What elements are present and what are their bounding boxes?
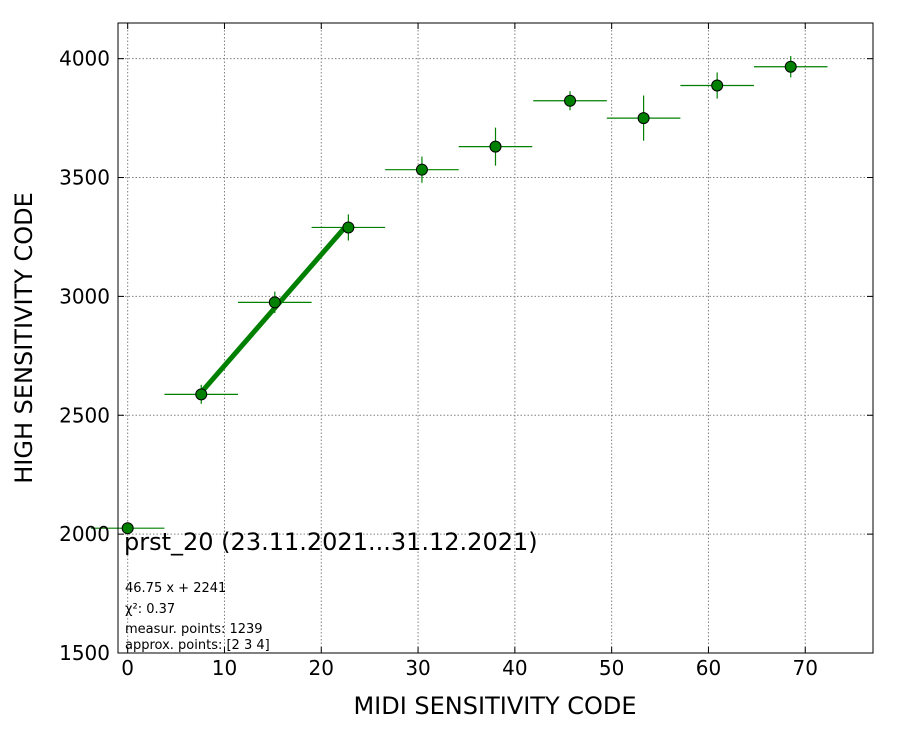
approx-points: approx. points: [2 3 4]	[125, 638, 270, 653]
x-tick-label: 60	[696, 656, 721, 680]
x-tick-label: 40	[502, 656, 527, 680]
measur-points: measur. points: 1239	[125, 622, 263, 637]
data-point	[533, 91, 607, 111]
data-marker	[564, 94, 577, 107]
data-point	[753, 56, 828, 78]
x-tick-label: 30	[405, 656, 430, 680]
data-point	[385, 156, 459, 183]
x-tick-labels: 0 10 20 30 40 50 60 70	[121, 656, 818, 680]
x-tick-label: 70	[793, 656, 818, 680]
y-tick-label: 4000	[59, 47, 110, 71]
data-marker	[268, 296, 281, 309]
ticks	[118, 23, 873, 654]
x-tick-label: 0	[121, 656, 134, 680]
plot-frame	[117, 22, 874, 654]
data-marker	[195, 388, 208, 401]
y-tick-label: 3500	[59, 166, 110, 190]
x-axis-label: MIDI SENSITIVITY CODE	[353, 692, 636, 720]
data-marker	[415, 163, 428, 176]
data-point	[458, 127, 533, 166]
x-tick-label: 10	[212, 656, 237, 680]
data-marker	[489, 140, 502, 153]
y-tick-label: 1500	[59, 641, 110, 665]
data-point	[311, 214, 386, 241]
y-tick-label: 2000	[59, 522, 110, 546]
data-point	[238, 291, 312, 314]
fit-equation: 46.75 x + 2241	[125, 581, 226, 596]
y-tick-labels: 1500 2000 2500 3000 3500 4000	[59, 47, 110, 665]
grid	[118, 23, 873, 654]
data-marker	[121, 522, 134, 535]
chart-title: prst_20 (23.11.2021...31.12.2021)	[124, 528, 538, 556]
data-marker	[342, 221, 355, 234]
y-tick-label: 2500	[59, 403, 110, 427]
y-tick-label: 3000	[59, 284, 110, 308]
data-marker	[637, 112, 650, 125]
x-tick-label: 20	[309, 656, 334, 680]
data-point	[164, 384, 239, 404]
data-point	[90, 522, 165, 535]
data-point	[606, 95, 681, 141]
data-points	[90, 56, 828, 535]
data-marker	[711, 79, 724, 92]
chi2-value: χ²: 0.37	[125, 602, 175, 617]
data-marker	[784, 60, 797, 73]
data-point	[680, 72, 754, 99]
y-axis-label: HIGH SENSITIVITY CODE	[10, 192, 38, 484]
x-tick-label: 50	[599, 656, 624, 680]
